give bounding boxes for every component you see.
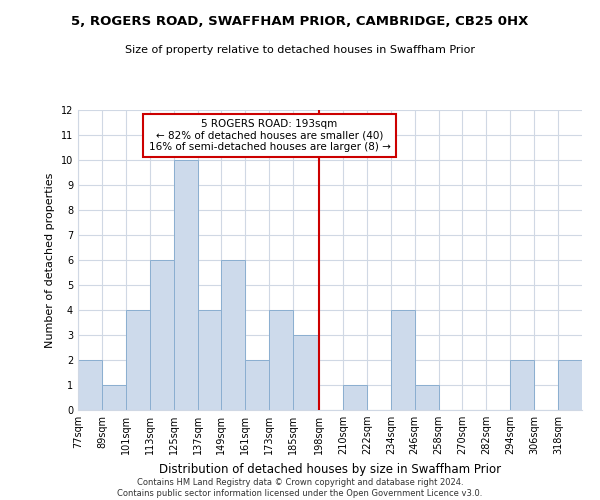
Bar xyxy=(293,335,319,410)
Bar xyxy=(126,310,150,410)
Bar xyxy=(558,360,582,410)
Bar xyxy=(510,360,534,410)
Text: Size of property relative to detached houses in Swaffham Prior: Size of property relative to detached ho… xyxy=(125,45,475,55)
Bar xyxy=(415,385,439,410)
Bar xyxy=(221,260,245,410)
Text: Contains HM Land Registry data © Crown copyright and database right 2024.
Contai: Contains HM Land Registry data © Crown c… xyxy=(118,478,482,498)
Bar xyxy=(150,260,173,410)
Bar xyxy=(197,310,221,410)
Bar xyxy=(343,385,367,410)
Bar xyxy=(391,310,415,410)
Bar xyxy=(78,360,102,410)
Bar xyxy=(269,310,293,410)
X-axis label: Distribution of detached houses by size in Swaffham Prior: Distribution of detached houses by size … xyxy=(159,462,501,475)
Text: 5, ROGERS ROAD, SWAFFHAM PRIOR, CAMBRIDGE, CB25 0HX: 5, ROGERS ROAD, SWAFFHAM PRIOR, CAMBRIDG… xyxy=(71,15,529,28)
Text: 5 ROGERS ROAD: 193sqm
← 82% of detached houses are smaller (40)
16% of semi-deta: 5 ROGERS ROAD: 193sqm ← 82% of detached … xyxy=(149,119,391,152)
Bar xyxy=(173,160,197,410)
Bar xyxy=(245,360,269,410)
Bar xyxy=(102,385,126,410)
Y-axis label: Number of detached properties: Number of detached properties xyxy=(45,172,55,348)
